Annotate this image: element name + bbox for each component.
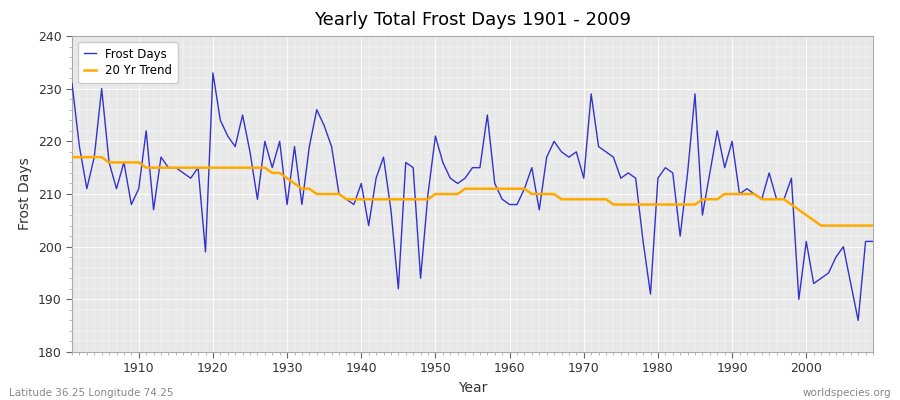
Frost Days <box>504 202 515 207</box>
X-axis label: Year: Year <box>458 381 487 395</box>
20 Yr Trend <box>815 223 826 228</box>
20 Yr Trend <box>868 223 878 228</box>
Text: worldspecies.org: worldspecies.org <box>803 388 891 398</box>
Frost Days <box>868 239 878 244</box>
Title: Yearly Total Frost Days 1901 - 2009: Yearly Total Frost Days 1901 - 2009 <box>314 11 631 29</box>
Frost Days <box>67 81 77 86</box>
20 Yr Trend <box>67 155 77 160</box>
20 Yr Trend <box>504 186 515 191</box>
Line: Frost Days: Frost Days <box>72 73 873 320</box>
Y-axis label: Frost Days: Frost Days <box>18 158 32 230</box>
Frost Days <box>853 318 864 323</box>
20 Yr Trend <box>497 186 508 191</box>
20 Yr Trend <box>593 197 604 202</box>
Line: 20 Yr Trend: 20 Yr Trend <box>72 157 873 226</box>
Legend: Frost Days, 20 Yr Trend: Frost Days, 20 Yr Trend <box>78 42 178 83</box>
Frost Days <box>126 202 137 207</box>
20 Yr Trend <box>289 181 300 186</box>
20 Yr Trend <box>334 192 345 196</box>
Frost Days <box>296 202 307 207</box>
Frost Days <box>511 202 522 207</box>
Frost Days <box>600 150 611 154</box>
Text: Latitude 36.25 Longitude 74.25: Latitude 36.25 Longitude 74.25 <box>9 388 174 398</box>
20 Yr Trend <box>126 160 137 165</box>
Frost Days <box>341 197 352 202</box>
Frost Days <box>208 70 219 75</box>
